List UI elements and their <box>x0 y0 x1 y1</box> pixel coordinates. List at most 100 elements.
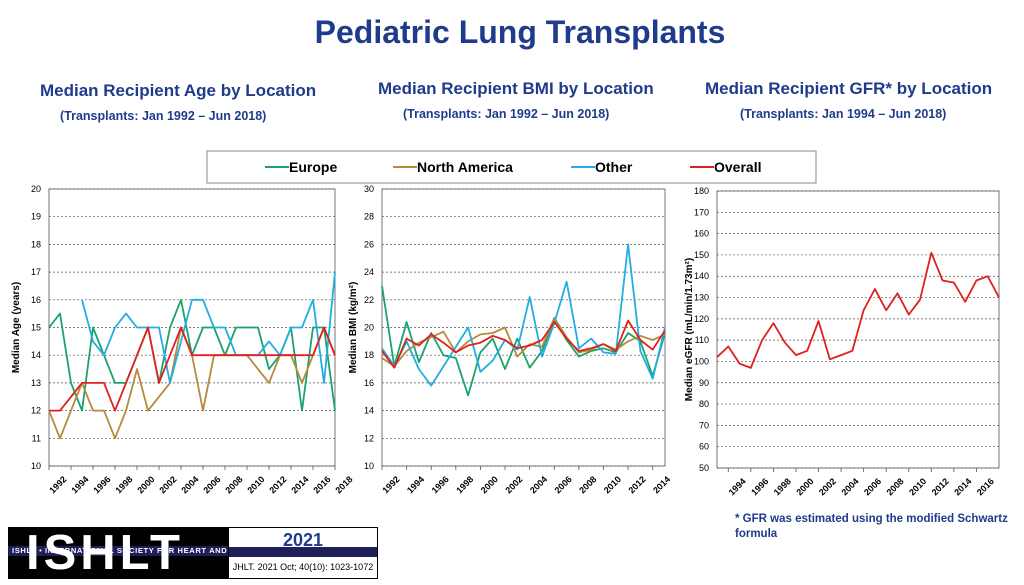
y-tick-label: 17 <box>31 267 41 277</box>
x-tick-label: 1994 <box>727 476 748 497</box>
y-tick-label: 26 <box>364 239 374 249</box>
ishlt-logo: ISHLT • INTERNATIONAL SOCIETY FOR HEART … <box>8 527 378 579</box>
y-tick-label: 12 <box>31 406 41 416</box>
legend-label-overall: Overall <box>714 159 761 175</box>
logo-year-box: 2021 JHLT. 2021 Oct; 40(10): 1023-1072 <box>228 527 378 579</box>
x-tick-label: 1998 <box>113 474 134 495</box>
y-axis-label: Median Age (years) <box>11 282 22 373</box>
x-tick-label: 2014 <box>952 476 973 497</box>
x-tick-label: 2012 <box>626 474 647 495</box>
x-tick-label: 2010 <box>245 474 266 495</box>
x-tick-label: 2008 <box>577 474 598 495</box>
x-tick-label: 1996 <box>430 474 451 495</box>
age-panel-title: Median Recipient Age by Location <box>40 81 317 100</box>
gfr-panel-title: Median Recipient GFR* by Location <box>705 79 993 98</box>
journal-citation: JHLT. 2021 Oct; 40(10): 1023-1072 <box>232 562 374 572</box>
y-tick-label: 16 <box>364 378 374 388</box>
series-line-overall <box>716 251 1000 369</box>
x-tick-label: 2004 <box>528 474 549 495</box>
x-tick-label: 2004 <box>179 474 200 495</box>
x-tick-label: 1992 <box>47 474 68 495</box>
bmi-panel-title: Median Recipient BMI by Location <box>378 79 654 98</box>
x-tick-label: 2010 <box>907 476 928 497</box>
x-tick-label: 1994 <box>69 474 90 495</box>
y-tick-label: 10 <box>364 461 374 471</box>
y-tick-label: 22 <box>364 295 374 305</box>
logo-year: 2021 <box>282 530 324 550</box>
y-tick-label: 20 <box>31 184 41 194</box>
y-tick-label: 12 <box>364 433 374 443</box>
logo-wordmark: ISHLT <box>26 526 184 580</box>
y-tick-label: 15 <box>31 323 41 333</box>
page-title: Pediatric Lung Transplants <box>314 14 726 50</box>
legend-label-europe: Europe <box>289 159 337 175</box>
x-tick-label: 2002 <box>157 474 178 495</box>
x-tick-label: 1998 <box>772 476 793 497</box>
series-line-overall <box>381 319 666 369</box>
y-tick-label: 16 <box>31 295 41 305</box>
x-tick-label: 1994 <box>405 474 426 495</box>
y-tick-label: 100 <box>694 356 709 366</box>
y-tick-label: 14 <box>364 406 374 416</box>
x-tick-label: 2008 <box>885 476 906 497</box>
y-tick-label: 50 <box>699 463 709 473</box>
x-tick-label: 2014 <box>651 474 672 495</box>
x-tick-label: 2006 <box>553 474 574 495</box>
x-tick-label: 1996 <box>91 474 112 495</box>
y-tick-label: 70 <box>699 420 709 430</box>
x-tick-label: 2014 <box>289 474 310 495</box>
x-tick-label: 2006 <box>862 476 883 497</box>
y-tick-label: 120 <box>694 314 709 324</box>
x-tick-label: 2010 <box>602 474 623 495</box>
y-tick-label: 140 <box>694 271 709 281</box>
y-tick-label: 80 <box>699 399 709 409</box>
y-axis-label: Median BMI (kg/m²) <box>348 282 359 374</box>
y-tick-label: 60 <box>699 442 709 452</box>
gfr-footnote: * GFR was estimated using the modified S… <box>735 513 1008 540</box>
series-line-other <box>381 243 666 387</box>
x-tick-label: 1992 <box>380 474 401 495</box>
y-tick-label: 18 <box>31 239 41 249</box>
x-tick-label: 2000 <box>135 474 156 495</box>
x-tick-label: 1996 <box>749 476 770 497</box>
gfr-chart: 50 60 70 80 90 100 110 120 130 140 150 160 170 180 199… <box>684 186 1000 497</box>
series-line-overall <box>49 326 336 412</box>
x-tick-label: 2000 <box>479 474 500 495</box>
x-tick-label: 2018 <box>333 474 354 495</box>
y-axis-label: Median eGFR (mL/min/1.73m²) <box>684 258 695 401</box>
x-tick-label: 2016 <box>975 476 996 497</box>
legend: Europe North America Other Overall <box>206 150 817 184</box>
y-tick-label: 160 <box>694 229 709 239</box>
x-tick-label: 2012 <box>267 474 288 495</box>
legend-label-north-america: North America <box>417 159 513 175</box>
plot-border <box>716 190 1000 469</box>
y-tick-label: 10 <box>31 461 41 471</box>
gfr-panel-subtitle: (Transplants: Jan 1994 – Jun 2018) <box>740 107 947 121</box>
legend-box <box>206 150 817 184</box>
x-tick-label: 2002 <box>503 474 524 495</box>
y-tick-label: 28 <box>364 212 374 222</box>
y-tick-label: 180 <box>694 186 709 196</box>
x-tick-label: 2008 <box>223 474 244 495</box>
y-tick-label: 30 <box>364 184 374 194</box>
series-line-other <box>81 272 336 384</box>
bmi-panel-subtitle: (Transplants: Jan 1992 – Jun 2018) <box>403 107 610 121</box>
x-tick-label: 2006 <box>201 474 222 495</box>
logo-year-band <box>229 547 377 557</box>
y-tick-label: 13 <box>31 378 41 388</box>
y-tick-label: 20 <box>364 323 374 333</box>
y-tick-label: 90 <box>699 378 709 388</box>
x-tick-label: 2004 <box>839 476 860 497</box>
y-tick-label: 19 <box>31 212 41 222</box>
x-tick-label: 2012 <box>930 476 951 497</box>
y-tick-label: 170 <box>694 207 709 217</box>
y-tick-label: 14 <box>31 350 41 360</box>
logo-band: ISHLT • INTERNATIONAL SOCIETY FOR HEART … <box>8 546 378 556</box>
legend-label-other: Other <box>595 159 633 175</box>
x-tick-label: 2002 <box>817 476 838 497</box>
y-tick-label: 18 <box>364 350 374 360</box>
logo-tagline: ISHLT • INTERNATIONAL SOCIETY FOR HEART … <box>12 546 340 555</box>
